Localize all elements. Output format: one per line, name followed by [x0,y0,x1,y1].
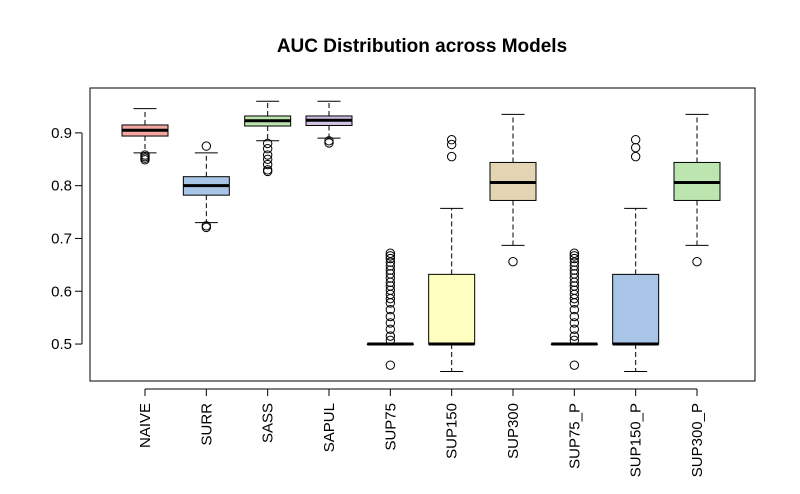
x-tick-label: SUP150_P [628,403,645,477]
x-tick-label: SUP150 [444,403,461,459]
outlier-point [385,335,396,346]
outlier-point [385,257,396,267]
x-tick-label: NAIVE [137,403,154,448]
y-axis: 0.5 0.6 0.7 0.8 0.9 [51,125,83,353]
plot-frame [89,87,756,382]
outlier-point [569,257,580,267]
y-tick-label: 0.7 [51,230,72,247]
outlier-point [324,138,334,148]
outlier-point [262,138,273,149]
outlier-point [692,256,702,267]
outlier-point [262,150,273,160]
outlier-point [508,256,518,267]
x-tick-label: SUP300_P [689,403,706,477]
outlier-point [385,293,396,304]
x-tick-label: SUP75_P [566,403,583,469]
box-sup75 [366,248,414,370]
box-sup300-p [673,113,721,267]
outlier-point [201,141,212,151]
outlier-point [201,222,212,233]
outlier-point [446,139,457,150]
x-tick-label: SUP300 [505,403,522,459]
outlier-point [385,298,396,308]
outlier-point [630,151,641,162]
box-naive [121,108,169,165]
outlier-point [569,331,580,341]
box-sup150 [428,135,476,372]
x-axis: NAIVE SURR SASS SAPUL SUP75 SUP150 SUP300 SUP75… [137,388,706,477]
outlier-point [569,318,580,328]
box-sup300 [489,113,537,267]
x-tick-label: SUP75 [382,403,399,451]
outlier-point [569,311,580,322]
outlier-point [569,324,580,334]
y-tick-label: 0.9 [51,125,72,142]
y-tick-label: 0.6 [51,283,72,300]
outlier-point [385,360,396,370]
outlier-point [446,135,457,145]
outlier-point [569,305,580,315]
outlier-point [140,155,150,165]
outlier-point [385,248,396,258]
outlier-point [569,335,580,346]
outlier-point [569,293,580,304]
outlier-point [262,159,273,170]
outlier-point [262,166,273,177]
outlier-point [630,135,641,145]
outlier-point [262,154,273,164]
outlier-point [569,360,580,370]
outlier-point [385,305,396,315]
y-tick-label: 0.5 [51,336,72,353]
outlier-point [385,318,396,328]
box-body [612,273,660,345]
outlier-point [385,253,396,264]
outlier-point [569,253,580,264]
outlier-point [385,251,396,261]
x-tick-label: SURR [198,403,215,446]
chart-title: AUC Distribution across Models [277,36,567,57]
y-tick-label: 0.8 [51,178,72,195]
outlier-point [630,142,641,153]
outlier-point [385,311,396,322]
outlier-point [569,248,580,258]
box-sup150-p [612,135,660,372]
box-sup75-p [550,248,598,370]
outlier-point [569,251,580,261]
outlier-point [569,298,580,308]
box-surr [182,141,230,233]
box-sass [244,100,292,177]
outlier-point [446,151,457,162]
box-sapul [305,100,353,148]
outlier-point [385,324,396,334]
outlier-point [262,144,273,154]
outlier-point [385,331,396,341]
x-tick-label: SASS [260,403,277,443]
x-tick-label: SAPUL [321,403,338,452]
box-series [121,100,721,372]
box-body [428,273,476,345]
outlier-point [324,136,334,146]
